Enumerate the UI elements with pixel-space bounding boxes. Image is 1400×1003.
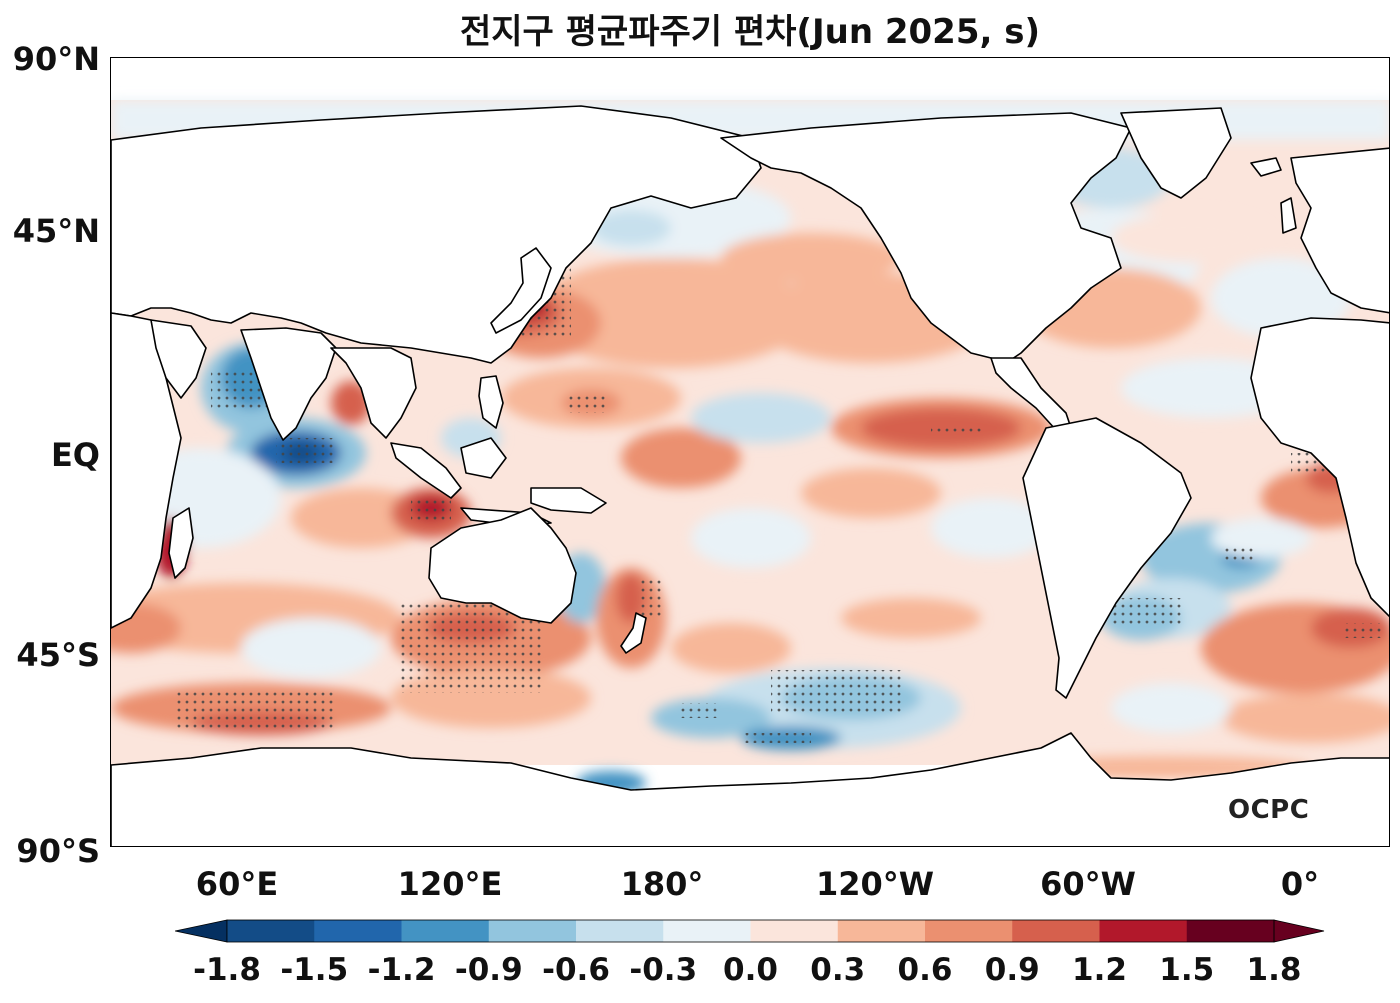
colorbar-tick-label: -0.9 (454, 952, 523, 988)
significance-stippling (176, 173, 1381, 743)
lat-label-90s: 90°S (16, 832, 100, 870)
japan (490, 247, 552, 334)
colorbar-bin (1012, 920, 1100, 942)
anomaly-field (111, 100, 1389, 795)
colorbar-extend-high (1273, 919, 1325, 943)
philippines (478, 375, 504, 429)
madagascar (168, 507, 194, 579)
colorbar-bin (401, 920, 490, 942)
colorbar (175, 919, 1325, 943)
australia (428, 507, 577, 624)
lon-label-0: 0° (1280, 865, 1320, 903)
colorbar-bin (925, 920, 1013, 942)
lon-label-60w: 60°W (1040, 865, 1136, 903)
colorbar-bin (750, 920, 839, 942)
colorbar-bin (576, 920, 664, 942)
colorbar-tick-label: -1.2 (367, 952, 436, 988)
indochina-peninsula (330, 347, 417, 439)
colorbar-outline (226, 919, 1275, 943)
colorbar-bin (663, 920, 751, 942)
colorbar-tick-label: 1.8 (1246, 952, 1302, 988)
colorbar-bin (837, 920, 926, 942)
africa-west (1250, 317, 1389, 618)
lon-label-60e: 60°E (195, 865, 279, 903)
colorbar-tick-label: 0.3 (810, 952, 866, 988)
lat-label-45s: 45°S (16, 636, 100, 674)
colorbar-tick-label: 0.6 (897, 952, 953, 988)
colorbar-bin (1099, 920, 1188, 942)
lon-label-180: 180° (620, 865, 704, 903)
antarctica (111, 732, 1389, 846)
colorbar-bin (314, 920, 402, 942)
colorbar-tick-label: -0.3 (629, 952, 698, 988)
new-zealand (620, 612, 647, 654)
colorbar-bin (227, 920, 315, 942)
lat-label-90n: 90°N (12, 40, 100, 78)
wave-period-anomaly-map (110, 57, 1390, 847)
colorbar-tick-label: 0.0 (723, 952, 778, 988)
lat-label-45n: 45°N (12, 212, 100, 250)
british-isles (1280, 197, 1297, 234)
europe-west (1290, 147, 1389, 314)
colorbar-tick-label: -1.8 (193, 952, 261, 988)
lat-label-eq: EQ (50, 436, 100, 474)
colorbar-tick-label: 0.9 (984, 952, 1040, 988)
south-america (1022, 417, 1192, 699)
ocpc-logo: OCPC (1228, 795, 1310, 825)
lon-label-120w: 120°W (815, 865, 935, 903)
colorbar-bin (1186, 920, 1275, 942)
map-title: 전지구 평균파주기 편차(Jun 2025, s) (459, 12, 1041, 52)
colorbar-tick-label: 1.2 (1072, 952, 1127, 988)
north-america (720, 112, 1132, 364)
colorbar-tick-label: -0.6 (542, 952, 610, 988)
colorbar-extend-low (175, 919, 228, 943)
new-guinea (530, 487, 607, 514)
arabian-peninsula (150, 319, 207, 399)
colorbar-tick-label: 1.5 (1159, 952, 1215, 988)
iceland (1250, 157, 1282, 177)
indian-subcontinent (240, 327, 337, 441)
colorbar-bin (488, 920, 577, 942)
colorbar-tick-label: -1.5 (280, 952, 349, 988)
greenland (1120, 107, 1232, 199)
eurasia-africa-landmass (111, 105, 762, 364)
land (111, 105, 1389, 846)
map-canvas (111, 100, 1389, 846)
lon-label-120e: 120°E (397, 865, 503, 903)
